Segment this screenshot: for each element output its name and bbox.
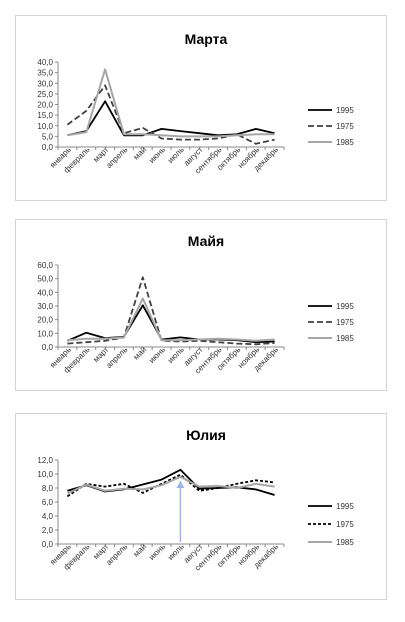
- y-tick-label: 50,0: [37, 275, 53, 284]
- chart-title: Майя: [188, 233, 224, 249]
- y-tick-label: 20,0: [37, 316, 53, 325]
- legend-label: 1985: [336, 538, 354, 547]
- y-tick-label: 25,0: [37, 90, 53, 99]
- chart-yuliya: Юлия0,02,04,06,08,010,012,0январьфевраль…: [37, 427, 354, 573]
- y-tick-label: 30,0: [37, 302, 53, 311]
- legend-item-1975: 1975: [308, 520, 354, 529]
- y-tick-label: 40,0: [37, 58, 53, 67]
- legend-item-1975: 1975: [308, 122, 354, 131]
- x-tick-label: июнь: [147, 345, 167, 365]
- chart-title: Юлия: [186, 427, 226, 443]
- y-tick-label: 35,0: [37, 69, 53, 78]
- series-line-1985: [66, 475, 275, 495]
- y-tick-label: 15,0: [37, 111, 53, 120]
- series-line-1995: [67, 100, 275, 137]
- y-tick-label: 0,0: [42, 143, 54, 152]
- legend-item-1985: 1985: [308, 138, 354, 147]
- x-tick-label: июнь: [147, 542, 167, 562]
- x-tick-label: июнь: [147, 145, 167, 165]
- series-line-1985: [67, 68, 275, 138]
- legend-label: 1975: [336, 318, 354, 327]
- y-tick-label: 10,0: [37, 470, 53, 479]
- chart-mayya: Майя0,010,020,030,040,050,060,0январьфев…: [37, 233, 354, 376]
- annotation-arrow: [176, 481, 185, 542]
- x-tick-label: май: [132, 145, 149, 162]
- y-tick-label: 4,0: [42, 512, 54, 521]
- y-tick-label: 2,0: [42, 526, 54, 535]
- chart-panel-3: Юлия 0,0 2,0 4,0 6,0 8,0 10,0 12,0 январь февраль…: [15, 413, 387, 600]
- series-line-1975: [67, 276, 275, 346]
- legend-label: 1985: [336, 334, 354, 343]
- legend-label: 1995: [336, 502, 354, 511]
- x-tick-label: май: [132, 542, 149, 559]
- y-tick-label: 12,0: [37, 456, 53, 465]
- y-tick-label: 6,0: [42, 498, 54, 507]
- legend-label: 1985: [336, 138, 354, 147]
- x-tick-label: апрель: [104, 145, 129, 170]
- series-line-1985: [67, 297, 275, 342]
- y-tick-label: 40,0: [37, 288, 53, 297]
- legend-label: 1995: [336, 302, 354, 311]
- legend-label: 1975: [336, 520, 354, 529]
- legend-item-1995: 1995: [308, 302, 354, 311]
- legend-item-1975: 1975: [308, 318, 354, 327]
- chart-panel-1: Марта 0,0 5,0 10,0 15,0 20,0 25,0 30,0 35,0 40,0 я…: [15, 15, 387, 201]
- legend-label: 1975: [336, 122, 354, 131]
- x-tick-label: апрель: [104, 542, 129, 567]
- legend-item-1985: 1985: [308, 334, 354, 343]
- y-tick-label: 30,0: [37, 79, 53, 88]
- y-tick-label: 10,0: [37, 329, 53, 338]
- x-tick-label: апрель: [104, 345, 129, 370]
- y-tick-label: 20,0: [37, 101, 53, 110]
- y-tick-label: 60,0: [37, 261, 53, 270]
- chart-marta: Марта0,05,010,015,020,025,030,035,040,0я…: [37, 31, 354, 176]
- series-line-1995: [67, 468, 275, 496]
- y-tick-label: 5,0: [42, 132, 54, 141]
- chart-title: Марта: [185, 31, 228, 47]
- series-line-1995: [67, 304, 275, 344]
- legend-label: 1995: [336, 106, 354, 115]
- y-tick-label: 10,0: [37, 122, 53, 131]
- chart-panel-2: Майя 0,0 10,0 20,0 30,0 40,0 50,0 60,0 январь фев…: [15, 219, 387, 391]
- y-tick-label: 8,0: [42, 484, 54, 493]
- legend-item-1995: 1995: [308, 502, 354, 511]
- legend-item-1985: 1985: [308, 538, 354, 547]
- y-tick-label: 0,0: [42, 343, 54, 352]
- legend-item-1995: 1995: [308, 106, 354, 115]
- y-tick-label: 0,0: [42, 540, 54, 549]
- x-tick-label: май: [132, 345, 149, 362]
